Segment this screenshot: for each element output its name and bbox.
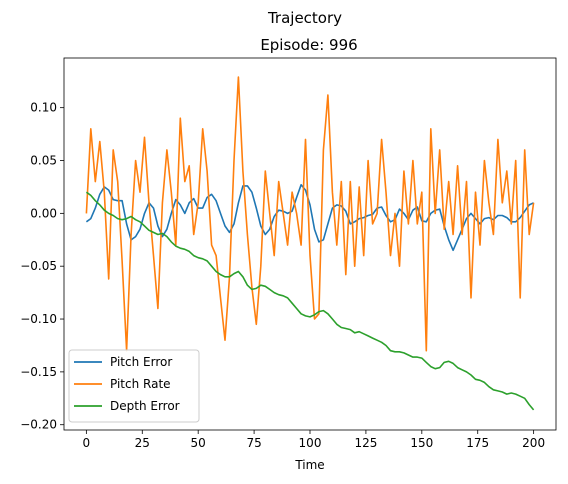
- y-tick-label: −0.20: [20, 418, 57, 432]
- x-axis-ticks: 0 25 50 75 100 125 150 175 200: [83, 430, 545, 450]
- y-tick-label: 0.10: [30, 101, 57, 115]
- series-line-pitch-rate: [85, 76, 535, 352]
- y-tick-label: −0.05: [20, 259, 57, 273]
- series-lines: [85, 76, 535, 411]
- chart-title: Episode: 996: [260, 36, 357, 54]
- x-tick-label: 200: [522, 436, 545, 450]
- legend: Pitch Error Pitch Rate Depth Error: [68, 349, 200, 423]
- legend-box: [68, 349, 200, 423]
- legend-label-pitch-error: Pitch Error: [110, 355, 172, 369]
- x-tick-label: 175: [466, 436, 489, 450]
- chart-suptitle: Trajectory: [267, 9, 342, 27]
- legend-label-pitch-rate: Pitch Rate: [110, 377, 171, 391]
- y-tick-label: 0.05: [30, 154, 57, 168]
- y-tick-label: −0.15: [20, 365, 57, 379]
- y-tick-label: 0.00: [30, 206, 57, 220]
- x-tick-label: 50: [191, 436, 206, 450]
- x-tick-label: 125: [354, 436, 377, 450]
- y-tick-label: −0.10: [20, 312, 57, 326]
- x-tick-label: 100: [299, 436, 322, 450]
- x-tick-label: 0: [83, 436, 91, 450]
- series-line-depth-error: [85, 191, 535, 411]
- x-axis-label: Time: [294, 458, 324, 472]
- x-tick-label: 75: [246, 436, 261, 450]
- y-axis-ticks: −0.20 −0.15 −0.10 −0.05 0.00 0.05 0.10: [20, 101, 64, 432]
- x-tick-label: 25: [135, 436, 150, 450]
- x-tick-label: 150: [410, 436, 433, 450]
- legend-label-depth-error: Depth Error: [110, 399, 180, 413]
